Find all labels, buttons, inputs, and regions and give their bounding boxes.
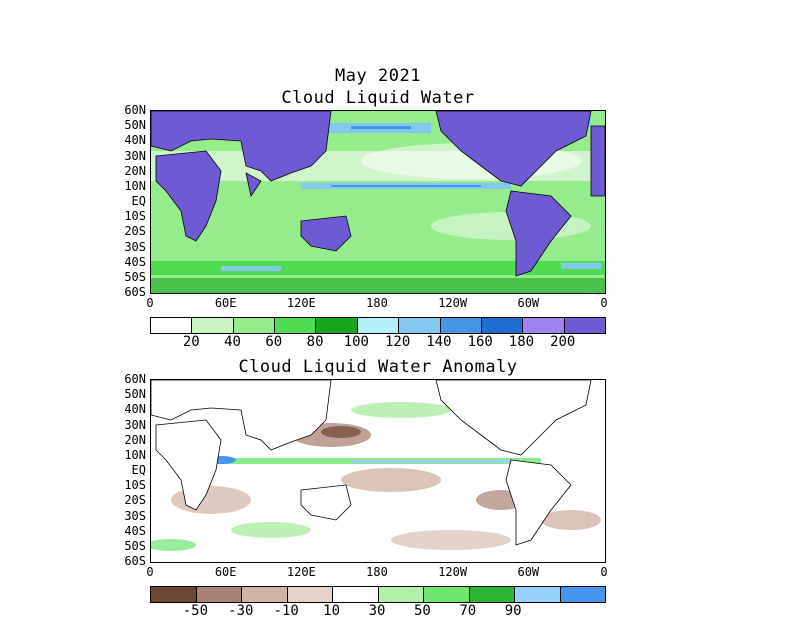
lat-tick-label: 40S xyxy=(124,254,146,269)
lat-tick-label: 30N xyxy=(124,417,146,432)
lon-tick-label: 120W xyxy=(438,565,468,579)
colorbar-swatch xyxy=(515,587,561,602)
colorbar-swatch xyxy=(424,587,470,602)
colorbar-swatch xyxy=(481,318,524,333)
colorbar-swatch xyxy=(192,318,234,333)
colorbar-label: 10 xyxy=(323,603,341,619)
lon-tick-label: 60W xyxy=(517,296,540,310)
lat-tick-label: 60S xyxy=(124,554,146,568)
colorbar-swatch xyxy=(333,587,379,602)
lon-tick-label: 60E xyxy=(214,296,237,310)
colorbar-swatch xyxy=(564,318,605,333)
lon-tick-label: 120E xyxy=(286,565,316,579)
lat-tick-label: 50N xyxy=(124,118,146,133)
lat-tick-label: 30S xyxy=(124,239,146,254)
lat-tick-label: 10N xyxy=(124,447,146,462)
colorbar-label: 60 xyxy=(265,334,283,350)
lon-tick-label: 60E xyxy=(214,565,237,579)
colorbar-label: 70 xyxy=(459,603,477,619)
colorbar-swatch xyxy=(242,587,288,602)
colorbar-label: 90 xyxy=(504,603,522,619)
lat-tick-label: 60N xyxy=(124,103,146,117)
colorbar-swatch xyxy=(151,318,193,333)
colorbar-swatch xyxy=(316,318,358,333)
cloud-liquid-water-map xyxy=(150,110,606,294)
lat-tick-label: 10N xyxy=(124,178,146,193)
lat-tick-label: 60S xyxy=(124,285,146,299)
lon-tick-label: 0 xyxy=(146,565,154,579)
panel1-title: Cloud Liquid Water xyxy=(281,88,475,108)
colorbar-label: 100 xyxy=(343,334,369,350)
main-title: May 2021 xyxy=(335,66,421,86)
colorbar-swatch xyxy=(357,318,400,333)
colorbar-swatch xyxy=(560,587,605,602)
colorbar-swatch xyxy=(469,587,515,602)
lat-tick-label: EQ xyxy=(131,463,146,477)
colorbar-label: 80 xyxy=(306,334,324,350)
colorbar-label: 140 xyxy=(426,334,452,350)
colorbar-swatch xyxy=(378,587,424,602)
panel2-colorbar xyxy=(150,586,606,603)
colorbar-label: -10 xyxy=(273,603,299,619)
lat-tick-label: 50S xyxy=(124,538,146,553)
lat-tick-label: 20S xyxy=(124,224,146,239)
lon-tick-label: 0 xyxy=(600,565,608,579)
cloud-liquid-water-field xyxy=(151,111,605,293)
lat-tick-label: 20N xyxy=(124,163,146,178)
colorbar-label: 40 xyxy=(224,334,241,350)
lon-tick-label: 120W xyxy=(438,296,468,310)
lat-tick-label: 20N xyxy=(124,432,146,447)
colorbar-label: 20 xyxy=(182,334,200,350)
colorbar-swatch xyxy=(196,587,242,602)
colorbar-swatch xyxy=(440,318,482,333)
colorbar-swatch xyxy=(523,318,565,333)
lat-tick-label: 10S xyxy=(124,478,146,493)
lat-tick-label: 30S xyxy=(124,508,146,523)
colorbar-label: 120 xyxy=(384,334,411,350)
colorbar-label: 180 xyxy=(508,334,535,350)
lon-tick-label: 0 xyxy=(600,296,608,310)
panel1-colorbar xyxy=(150,317,606,334)
colorbar-swatch xyxy=(287,587,333,602)
lat-tick-label: 40N xyxy=(124,133,146,148)
colorbar-label: 50 xyxy=(413,603,431,619)
lon-tick-label: 180 xyxy=(366,296,388,310)
lat-tick-label: 50N xyxy=(124,387,146,402)
lat-tick-label: 60N xyxy=(124,372,146,386)
colorbar-label: 160 xyxy=(467,334,493,350)
lon-tick-label: 120E xyxy=(286,296,316,310)
cloud-liquid-water-anomaly-map xyxy=(150,379,606,563)
lon-tick-label: 180 xyxy=(366,565,388,579)
colorbar-label: 200 xyxy=(550,334,576,350)
panel2-title: Cloud Liquid Water Anomaly xyxy=(238,357,518,377)
colorbar-swatch xyxy=(275,318,317,333)
anomaly-field xyxy=(151,380,601,551)
colorbar-label: 30 xyxy=(368,603,386,619)
lat-tick-label: 50S xyxy=(124,269,146,284)
lat-tick-label: 10S xyxy=(124,209,146,224)
lat-tick-label: EQ xyxy=(131,194,146,208)
lat-tick-label: 20S xyxy=(124,493,146,508)
colorbar-swatch xyxy=(233,318,276,333)
lat-tick-label: 40S xyxy=(124,523,146,538)
lat-tick-label: 30N xyxy=(124,148,146,163)
colorbar-swatch xyxy=(399,318,441,333)
colorbar-swatch xyxy=(151,587,197,602)
lon-tick-label: 60W xyxy=(517,565,540,579)
lon-tick-label: 0 xyxy=(146,296,154,310)
colorbar-label: -50 xyxy=(182,603,209,619)
colorbar-label: -30 xyxy=(228,603,254,619)
lat-tick-label: 40N xyxy=(124,402,146,417)
